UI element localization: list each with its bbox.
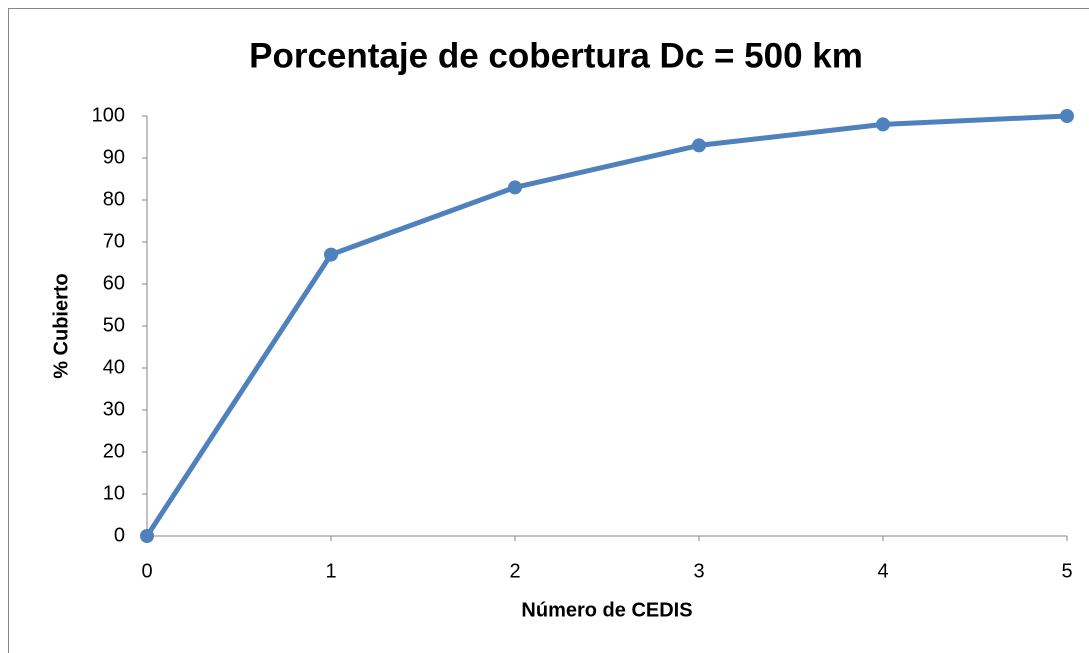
chart-frame [8, 8, 1089, 653]
y-tick-label: 80 [103, 188, 125, 210]
x-axis-title: Número de CEDIS [521, 599, 692, 621]
data-point [324, 247, 338, 262]
x-tick-label: 5 [1061, 560, 1072, 582]
y-tick-label: 30 [103, 398, 125, 420]
x-tick-label: 1 [325, 560, 336, 582]
y-tick-label: 0 [114, 524, 125, 546]
x-tick-label: 4 [877, 560, 888, 582]
y-tick-label: 10 [103, 482, 125, 504]
data-point [692, 138, 706, 153]
y-tick-label: 40 [103, 356, 125, 378]
data-point [876, 117, 890, 132]
data-point [140, 529, 154, 543]
x-tick-label: 3 [693, 560, 704, 582]
chart-title: Porcentaje de cobertura Dc = 500 km [249, 36, 863, 75]
y-tick-label: 50 [103, 314, 125, 336]
y-tick-label: 60 [103, 272, 125, 294]
y-tick-label: 70 [103, 230, 125, 252]
line-series [144, 113, 1068, 538]
x-tick-label: 2 [509, 560, 520, 582]
x-tick-label: 0 [141, 560, 152, 582]
data-point [1060, 109, 1074, 123]
y-tick-label: 100 [92, 104, 125, 126]
y-axis-title: % Cubierto [50, 273, 72, 379]
data-point [508, 180, 522, 195]
y-tick-label: 90 [103, 146, 125, 168]
y-tick-label: 20 [103, 440, 125, 462]
